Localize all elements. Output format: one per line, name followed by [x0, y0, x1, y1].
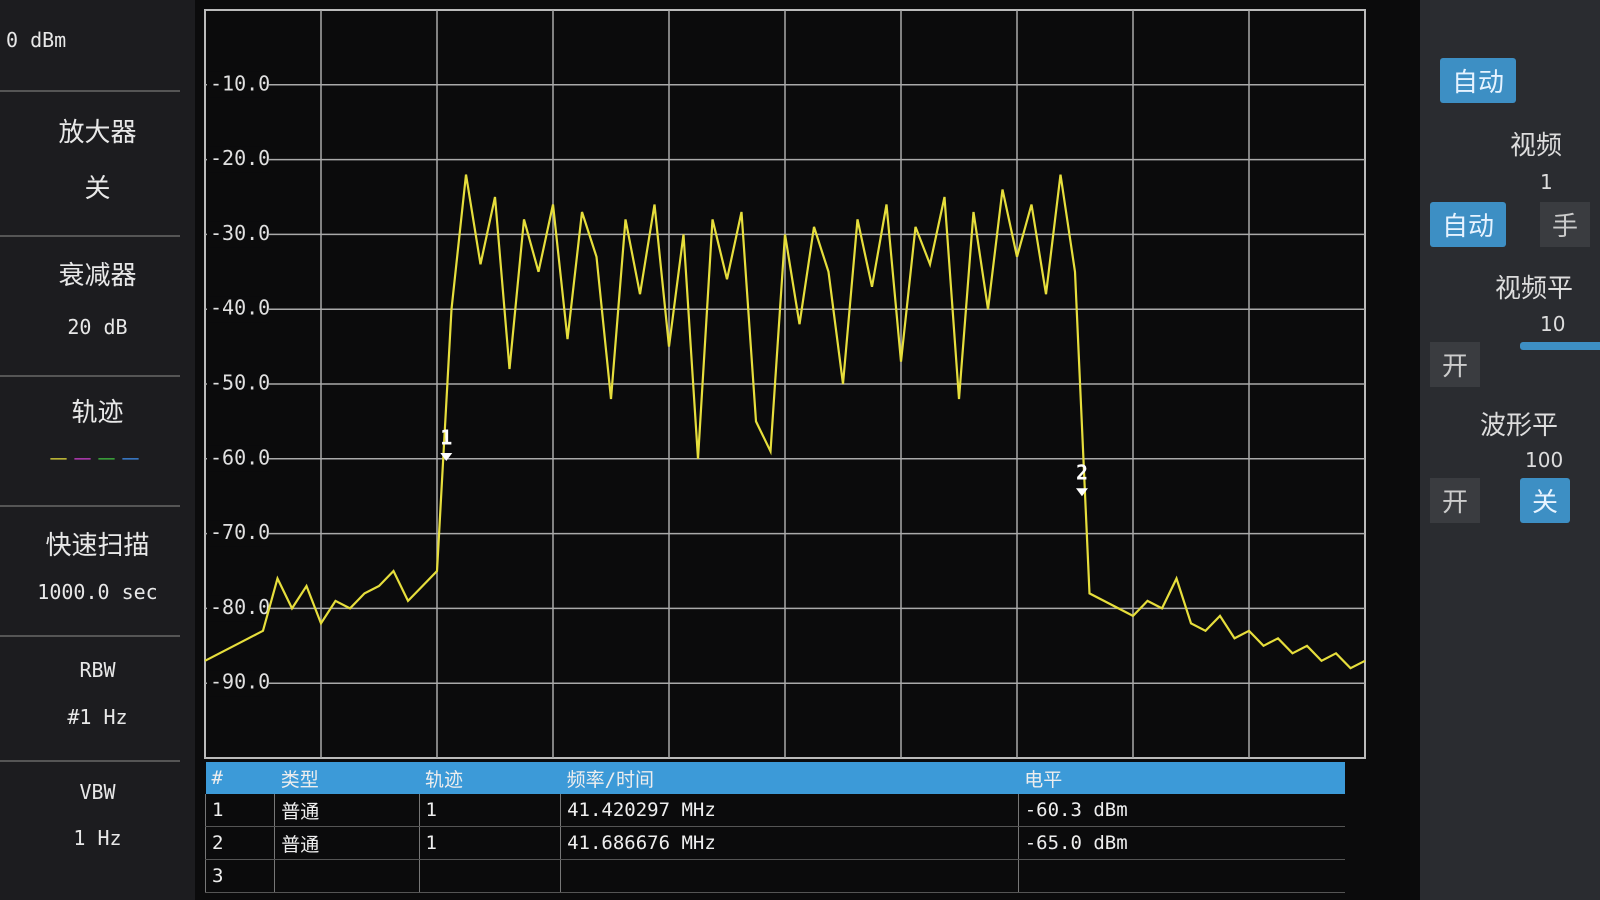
header-cell: 类型: [274, 762, 420, 794]
table-header-row: # 类型 轨迹 频率/时间 电平: [205, 762, 1345, 794]
trace: [204, 174, 1366, 670]
tick-label-bg: [207, 445, 269, 472]
sweep-label: 快速扫描: [45, 531, 150, 561]
table-cell: 1: [418, 826, 561, 860]
y-tick-label: -10.0: [210, 71, 270, 95]
button[interactable]: [1520, 342, 1600, 350]
button[interactable]: 手: [1540, 202, 1591, 247]
rbw-value: #1 Hz: [67, 705, 128, 729]
vfilter-label: 视频平: [1495, 274, 1574, 304]
table-cell: 2: [204, 826, 275, 860]
y-tick-label: -80.0: [210, 595, 270, 619]
y-tick-label: -90.0: [210, 670, 270, 694]
vbw-label: VBW: [79, 780, 116, 804]
button[interactable]: 自动: [1430, 202, 1507, 247]
amp-state: 关: [84, 174, 111, 204]
table-cell: -65.0 dBm: [1017, 826, 1345, 860]
table-cell: [1017, 859, 1345, 893]
tick-label-bg: [207, 371, 269, 397]
tick-label-bg: [207, 670, 269, 697]
table-cell: [274, 859, 420, 893]
video-value: 1: [1540, 170, 1553, 194]
trace-colors: ————: [49, 448, 146, 469]
header-cell: 电平: [1018, 762, 1345, 794]
tick-label-bg: [207, 71, 269, 98]
button[interactable]: 开: [1430, 478, 1481, 523]
y-tick-label: -40.0: [210, 296, 270, 320]
table-cell: 41.420297 MHz: [560, 794, 1019, 827]
rbw-label: RBW: [79, 658, 116, 682]
marker: [1075, 488, 1088, 497]
vbw-value: 1 Hz: [73, 826, 122, 850]
y-tick-label: -60.0: [210, 445, 270, 469]
ref-level: 0 dBm: [6, 28, 67, 52]
right-panel: 自动 视频 1 自动 手 视频平 10 开 波形平 100 开 关: [1420, 0, 1600, 900]
tick-label-bg: [207, 221, 269, 248]
button[interactable]: 开: [1430, 342, 1481, 387]
amp-label: 放大器: [58, 118, 137, 148]
marker-label: 1: [440, 426, 452, 450]
atten-value: 20 dB: [67, 315, 128, 339]
y-tick-label: -30.0: [210, 221, 270, 245]
y-tick-label: -50.0: [210, 371, 270, 395]
header-cell: 频率/时间: [560, 762, 1019, 794]
spectrum-chart: -10.0 -20.0 -30.0 -40.0 -50.0 -60.0 -70.0 -80.0…: [204, 9, 1366, 759]
trace-label: 轨迹: [71, 398, 124, 428]
table-row: 2 普通 1 41.686676 MHz -65.0 dBm: [204, 826, 1345, 860]
table-cell: 1: [418, 794, 561, 827]
atten-label: 衰减器: [58, 261, 137, 291]
table-cell: [418, 859, 561, 893]
sweep-value: 1000.0 sec: [37, 580, 158, 604]
left-panel: 0 dBm 放大器 关 衰减器 20 dB 轨迹 ———— 快速扫描 1000.…: [0, 0, 195, 900]
tick-label-bg: [207, 595, 269, 622]
table-cell: 1: [204, 794, 275, 827]
table-cell: 41.686676 MHz: [560, 826, 1019, 860]
table-cell: [560, 859, 1019, 893]
tick-label-bg: [207, 146, 269, 173]
marker: [440, 453, 453, 462]
tick-label-bg: [207, 296, 269, 323]
table-cell: 普通: [274, 794, 420, 827]
wave-label: 波形平: [1480, 411, 1559, 441]
marker-table: # 类型 轨迹 频率/时间 电平 1 普通 1 41.420297 MHz -60.3 dBm 2 普…: [204, 762, 1345, 893]
wave-value: 100: [1525, 448, 1564, 472]
video-label: 视频: [1510, 131, 1563, 161]
header-cell: #: [205, 762, 275, 794]
table-cell: 3: [204, 859, 275, 893]
vfilter-value: 10: [1540, 312, 1566, 336]
button[interactable]: 自动: [1440, 58, 1517, 103]
y-tick-label: -20.0: [210, 146, 270, 170]
table-row: 1 普通 1 41.420297 MHz -60.3 dBm: [204, 794, 1345, 827]
tick-label-bg: [207, 520, 269, 547]
header-cell: 轨迹: [419, 762, 561, 794]
y-tick-label: -70.0: [210, 520, 270, 544]
table-cell: -60.3 dBm: [1017, 794, 1345, 827]
button[interactable]: 关: [1520, 478, 1571, 523]
table-cell: 普通: [274, 826, 420, 860]
marker-label: 2: [1076, 461, 1088, 485]
table-row: 3: [204, 859, 1345, 893]
